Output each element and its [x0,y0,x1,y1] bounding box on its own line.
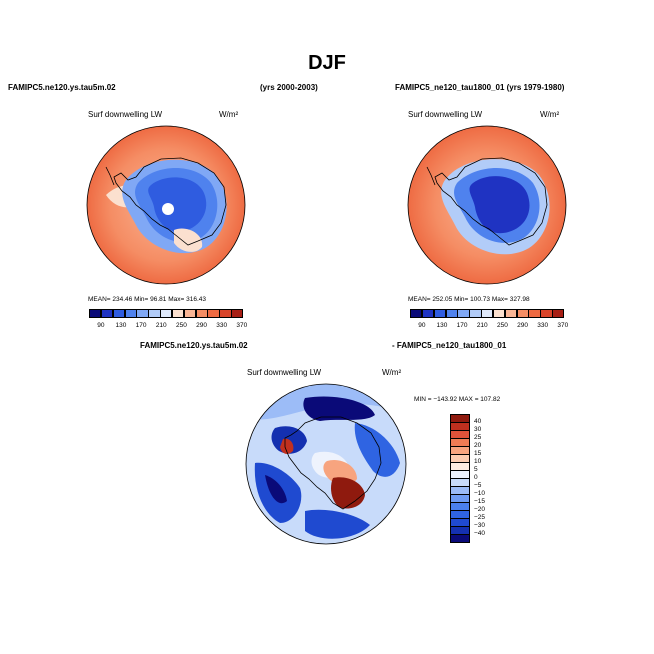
colorbar-tick-label: 30 [474,426,482,433]
colorbar-tick-label: 330 [216,322,228,329]
colorbar-cell [450,534,470,543]
colorbar-tick-label: 90 [418,322,426,329]
colorbar-tick-label: −25 [474,514,486,521]
colorbar-tick-label: 370 [236,322,248,329]
figure-title: DJF [308,52,346,74]
panel1-colorbar: 90 130 170 210 250 290 330 370 [89,309,247,333]
colorbar-tick-label: 210 [155,322,167,329]
colorbar-cell [171,309,185,318]
colorbar-cell [219,309,232,318]
panel2-stats: MEAN= 252.05 Min= 100.73 Max= 327.98 [408,296,530,303]
diff-strong-negative-top [303,396,375,421]
panel2-variable: Surf downwelling LW [408,110,483,119]
map-border [245,383,407,545]
colorbar-cell [195,309,208,318]
pole-hole [162,203,174,215]
colorbar-tick-label: 10 [474,458,482,465]
panel1-right-header: (yrs 2000-2003) [260,83,318,92]
colorbar-tick-label: 170 [456,322,468,329]
panel1-polar-map [86,125,246,285]
colorbar-cell [552,309,565,318]
panel2-header: FAMIPC5_ne120_tau1800_01 (yrs 1979-1980) [395,83,565,92]
colorbar-tick-label: 290 [196,322,207,329]
map-border [407,125,567,285]
diff-negative-east [354,423,400,477]
continent-inner-field [148,177,207,232]
colorbar-tick-label: −15 [474,498,486,505]
colorbar-cell [516,309,529,318]
colorbar-tick-label: 0 [474,474,478,481]
panel2-colorbar: 90 130 170 210 250 290 330 370 [410,309,568,333]
colorbar-cell [540,309,553,318]
diff-negative-south [305,509,370,539]
colorbar-cell [445,309,458,318]
colorbar-cell [231,309,244,318]
panel2-polar-map [407,125,567,285]
map-border [86,125,246,285]
colorbar-tick-label: −40 [474,530,486,537]
coastline [113,157,227,246]
colorbar-tick-label: 130 [436,322,448,329]
colorbar-cell [148,309,161,318]
peninsula-coast [105,166,115,186]
panel3-stats: MIN = −143.92 MAX = 107.82 [414,396,501,403]
coastline [434,157,548,246]
panel3-header-right: - FAMIPC5_ne120_tau1800_01 [392,341,507,350]
colorbar-cell [481,309,494,318]
colorbar-tick-label: 15 [474,450,482,457]
colorbar-tick-label: 170 [135,322,147,329]
panel2-units: W/m² [540,110,560,119]
coastline [284,416,382,510]
panel1-left-header: FAMIPC5.ne120.ys.tau5m.02 [8,83,116,92]
colorbar-tick-label: 90 [97,322,105,329]
panel1-variable: Surf downwelling LW [88,110,163,119]
colorbar-cell [492,309,506,318]
colorbar-cell [89,309,102,318]
colorbar-cell [136,309,149,318]
colorbar-tick-label: 130 [115,322,127,329]
colorbar-cell [469,309,482,318]
peninsula-coast [426,166,436,186]
colorbar-cell [433,309,447,318]
colorbar-tick-label: −20 [474,506,486,513]
panel3-colorbar: 40 30 25 20 15 10 5 0 −5 −10 −15 −20 −25 −30 −40 [450,414,490,543]
continent-inner-field [469,176,530,234]
colorbar-tick-label: 250 [496,322,508,329]
colorbar-tick-label: −5 [474,482,482,489]
diff-positive-peninsula [280,438,294,454]
colorbar-cell [100,309,114,318]
colorbar-tick-label: 290 [517,322,528,329]
diff-strong-positive [331,477,365,509]
panel3-header-left: FAMIPC5.ne120.ys.tau5m.02 [140,341,248,350]
colorbar-cell [504,309,518,318]
panel1-stats: MEAN= 234.46 Min= 96.81 Max= 316.43 [88,296,206,303]
colorbar-cell [421,309,435,318]
colorbar-tick-label: −10 [474,490,486,497]
colorbar-tick-label: 250 [175,322,187,329]
diff-strong-negative-southwest [265,475,287,504]
colorbar-cell [528,309,541,318]
colorbar-cell [160,309,173,318]
colorbar-cell [410,309,423,318]
colorbar-tick-label: −30 [474,522,486,529]
colorbar-tick-label: 330 [537,322,549,329]
panel1-units: W/m² [219,110,239,119]
colorbar-tick-label: 5 [474,466,478,473]
colorbar-tick-label: 25 [474,434,482,441]
colorbar-tick-label: 20 [474,442,482,449]
panel3-units: W/m² [382,368,402,377]
colorbar-cell [183,309,197,318]
colorbar-cell [124,309,137,318]
colorbar-cell [457,309,470,318]
panel3-polar-map [245,383,407,545]
ross-field [174,228,203,252]
colorbar-cell [112,309,126,318]
colorbar-tick-label: 210 [476,322,488,329]
panel3-variable: Surf downwelling LW [247,368,322,377]
colorbar-tick-label: 40 [474,418,482,425]
colorbar-tick-label: 370 [557,322,569,329]
colorbar-cell [207,309,220,318]
